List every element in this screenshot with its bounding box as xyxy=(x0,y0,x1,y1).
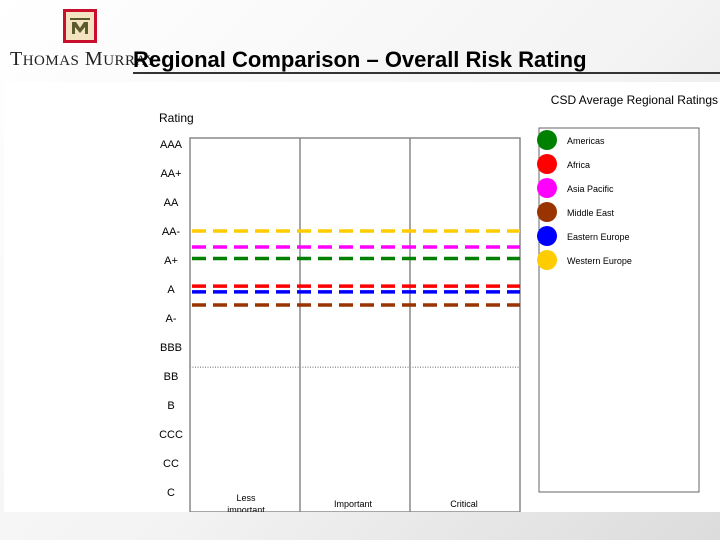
y-tick-label: CC xyxy=(163,458,179,470)
y-tick-label: C xyxy=(167,487,175,499)
y-tick-label: A xyxy=(167,284,175,296)
y-tick-label: AA xyxy=(164,197,179,209)
legend-marker-asia-pacific xyxy=(537,178,557,198)
plot-area xyxy=(189,137,521,512)
y-tick-label: BBB xyxy=(160,342,182,354)
legend-marker-western-europe xyxy=(537,250,557,270)
x-tick-label: Less xyxy=(236,493,256,503)
rating-chart: CSD Average Regional RatingsRatingAAAAA+… xyxy=(159,93,718,512)
legend-label-western-europe: Western Europe xyxy=(567,256,632,266)
legend-box xyxy=(538,127,700,493)
y-tick-label: AA- xyxy=(162,226,181,238)
title-divider xyxy=(133,72,720,74)
logo-icon xyxy=(63,9,97,43)
x-tick-label: important xyxy=(227,505,265,512)
legend-label-americas: Americas xyxy=(567,136,605,146)
legend-label-asia-pacific: Asia Pacific xyxy=(567,184,614,194)
y-tick-label: B xyxy=(167,400,174,412)
y-tick-label: CCC xyxy=(159,429,183,441)
chart-title: CSD Average Regional Ratings xyxy=(551,93,718,107)
y-axis-title: Rating xyxy=(159,111,194,125)
y-tick-label: BB xyxy=(164,371,179,383)
y-tick-label: AA+ xyxy=(160,168,181,180)
legend-label-eastern-europe: Eastern Europe xyxy=(567,232,630,242)
y-tick-label: AAA xyxy=(160,139,183,151)
legend-marker-africa xyxy=(537,154,557,174)
x-tick-label: Critical xyxy=(450,499,478,509)
chart-panel: CSD Average Regional Ratings Rating AAA AA+… xyxy=(4,82,720,512)
legend-marker-middle-east xyxy=(537,202,557,222)
y-tick-label: A- xyxy=(166,313,177,325)
legend-marker-americas xyxy=(537,130,557,150)
y-tick-label: A+ xyxy=(164,255,178,267)
company-logo-text: THOMAS MURRAY xyxy=(10,48,157,70)
legend-label-africa: Africa xyxy=(567,160,590,170)
legend-label-middle-east: Middle East xyxy=(567,208,615,218)
x-tick-label: Important xyxy=(334,499,373,509)
legend-marker-eastern-europe xyxy=(537,226,557,246)
page-title: Regional Comparison – Overall Risk Ratin… xyxy=(133,47,587,72)
